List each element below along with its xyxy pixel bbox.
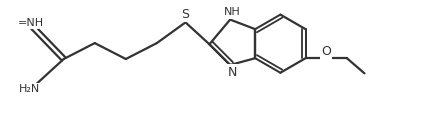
Text: NH: NH: [224, 7, 241, 17]
Text: O: O: [321, 45, 331, 58]
Text: S: S: [181, 8, 189, 21]
Text: =NH: =NH: [18, 18, 44, 28]
Text: H₂N: H₂N: [19, 84, 40, 94]
Text: N: N: [227, 66, 237, 79]
